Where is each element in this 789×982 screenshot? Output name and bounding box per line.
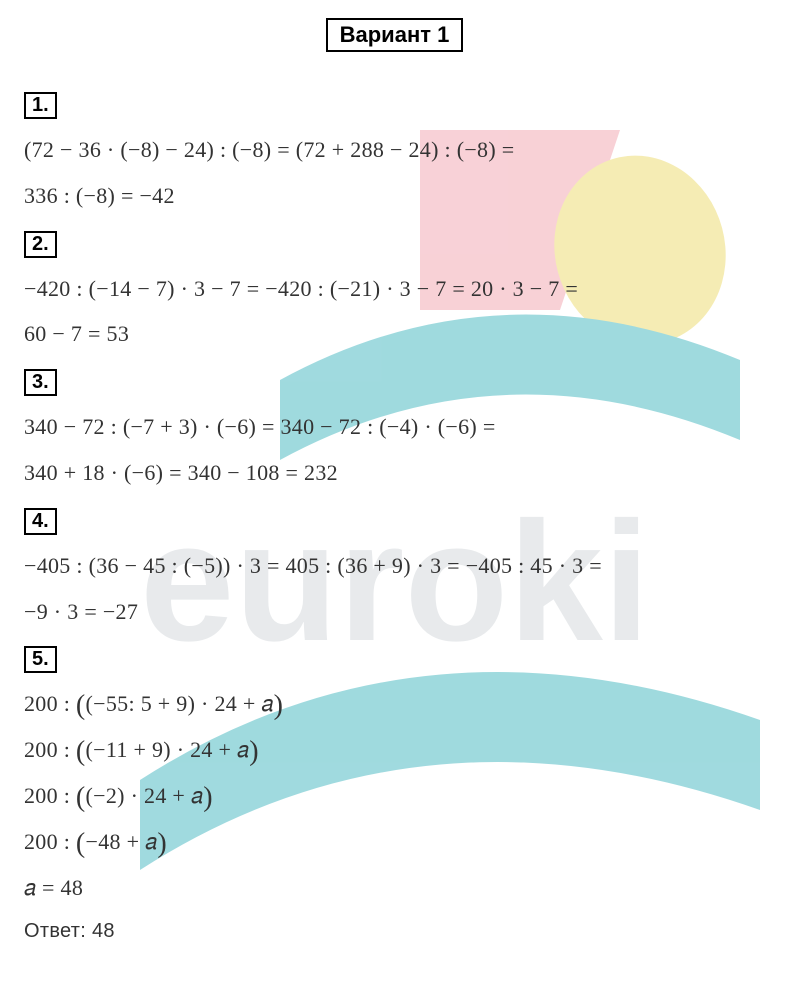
problem-number: 1. (24, 92, 57, 119)
expr-inner: (−11 + 9) · 24 + 𝑎 (86, 737, 250, 762)
math-expression: (72 − 36 · (−8) − 24) : (−8) = (72 + 288… (24, 129, 765, 171)
expr-prefix: 200 : (24, 829, 76, 854)
right-paren-icon: ) (157, 828, 167, 859)
expr-prefix: 200 : (24, 691, 76, 716)
math-expression: 60 − 7 = 53 (24, 313, 765, 355)
left-paren-icon: ( (76, 736, 86, 767)
math-expression: 200 : (−48 + 𝑎) (24, 821, 765, 863)
problem-number: 2. (24, 231, 57, 258)
expr-inner: −48 + 𝑎 (86, 829, 158, 854)
left-paren-icon: ( (76, 828, 86, 859)
right-paren-icon: ) (203, 782, 213, 813)
expr-inner: (−55: 5 + 9) · 24 + 𝑎 (86, 691, 274, 716)
expr-prefix: 200 : (24, 783, 76, 808)
problem-1: 1. (72 − 36 · (−8) − 24) : (−8) = (72 + … (24, 92, 765, 217)
math-expression: −9 · 3 = −27 (24, 591, 765, 633)
answer-line: Ответ: 48 (24, 912, 765, 950)
variant-title-box: Вариант 1 (326, 18, 464, 52)
math-expression: −405 : (36 − 45 : (−5)) · 3 = 405 : (36 … (24, 545, 765, 587)
document-content: Вариант 1 1. (72 − 36 · (−8) − 24) : (−8… (0, 0, 789, 982)
problem-2: 2. −420 : (−14 − 7) · 3 − 7 = −420 : (−2… (24, 231, 765, 356)
math-expression: 340 + 18 · (−6) = 340 − 108 = 232 (24, 452, 765, 494)
problem-number: 3. (24, 369, 57, 396)
math-expression: 200 : ((−55: 5 + 9) · 24 + 𝑎) (24, 683, 765, 725)
variant-header: Вариант 1 (24, 18, 765, 52)
problem-5: 5. 200 : ((−55: 5 + 9) · 24 + 𝑎) 200 : (… (24, 646, 765, 950)
expr-inner: (−2) · 24 + 𝑎 (86, 783, 204, 808)
problem-4: 4. −405 : (36 − 45 : (−5)) · 3 = 405 : (… (24, 508, 765, 633)
left-paren-icon: ( (76, 690, 86, 721)
math-expression: −420 : (−14 − 7) · 3 − 7 = −420 : (−21) … (24, 268, 765, 310)
problem-number: 5. (24, 646, 57, 673)
right-paren-icon: ) (274, 690, 284, 721)
expr-prefix: 200 : (24, 737, 76, 762)
problem-3: 3. 340 − 72 : (−7 + 3) · (−6) = 340 − 72… (24, 369, 765, 494)
math-expression: 𝑎 = 48 (24, 867, 765, 909)
math-expression: 200 : ((−2) · 24 + 𝑎) (24, 775, 765, 817)
right-paren-icon: ) (249, 736, 259, 767)
left-paren-icon: ( (76, 782, 86, 813)
math-expression: 336 : (−8) = −42 (24, 175, 765, 217)
math-expression: 200 : ((−11 + 9) · 24 + 𝑎) (24, 729, 765, 771)
math-expression: 340 − 72 : (−7 + 3) · (−6) = 340 − 72 : … (24, 406, 765, 448)
problem-number: 4. (24, 508, 57, 535)
